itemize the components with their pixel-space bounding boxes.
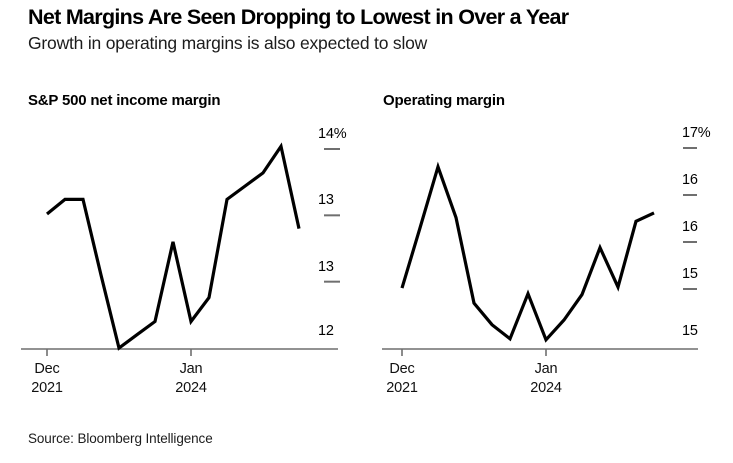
- operating-margin-y-tick-label: 17%: [682, 125, 711, 141]
- net-income-margin-line: [45, 142, 301, 351]
- left-chart-title: S&P 500 net income margin: [28, 92, 221, 109]
- operating-margin-x-tick-label: Dec 2021: [364, 360, 440, 398]
- net-income-margin-y-tick-label: 14%: [318, 126, 347, 142]
- net-income-margin-y-tick-label: 13: [318, 192, 334, 209]
- operating-margin-y-tick-label: 16: [682, 219, 698, 235]
- x-tick-year: 2024: [175, 380, 207, 396]
- page-title: Net Margins Are Seen Dropping to Lowest …: [28, 5, 569, 29]
- operating-margin-y-tick-label: 15: [682, 323, 698, 339]
- net-income-margin-x-tick-label: Dec 2021: [9, 360, 85, 398]
- x-tick-month: Jan: [534, 361, 558, 377]
- page-subtitle: Growth in operating margins is also expe…: [28, 33, 428, 53]
- x-tick-year: 2021: [386, 380, 418, 396]
- operating-margin-line: [400, 161, 655, 343]
- operating-margin-x-tick-label: Jan 2024: [508, 360, 584, 398]
- right-chart-title: Operating margin: [383, 92, 505, 109]
- net-income-margin-x-tick-label: Jan 2024: [153, 360, 229, 398]
- source-credit: Source: Bloomberg Intelligence: [28, 431, 213, 446]
- x-tick-month: Dec: [34, 361, 60, 377]
- x-tick-year: 2021: [31, 380, 63, 396]
- x-tick-year: 2024: [530, 380, 562, 396]
- x-tick-month: Dec: [389, 361, 415, 377]
- operating-margin-y-tick-label: 16: [682, 172, 698, 188]
- operating-margin-y-tick-label: 15: [682, 266, 698, 282]
- x-tick-month: Jan: [179, 361, 203, 377]
- net-income-margin-y-tick-label: 12: [318, 323, 334, 339]
- net-income-margin-y-tick-label: 13: [318, 258, 334, 275]
